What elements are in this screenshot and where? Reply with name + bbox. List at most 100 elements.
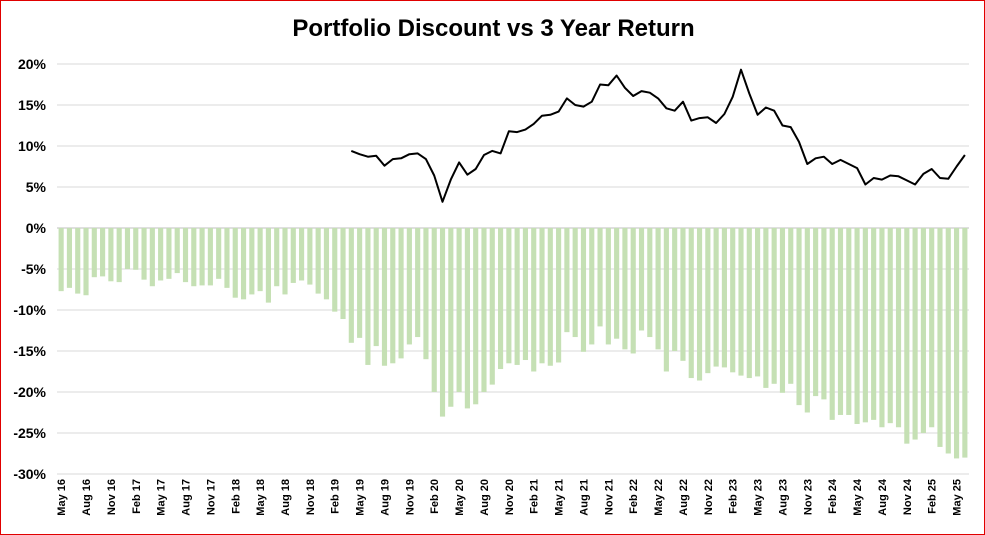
discount-bar — [920, 228, 926, 433]
discount-bar — [929, 228, 935, 428]
x-tick-label: May 19 — [355, 479, 367, 516]
discount-bar — [158, 228, 164, 281]
discount-bar — [141, 228, 147, 280]
discount-bar — [506, 228, 512, 364]
discount-bar — [481, 228, 487, 392]
discount-bar — [373, 228, 379, 347]
x-tick-label: Nov 16 — [106, 479, 118, 515]
discount-bar — [116, 228, 122, 283]
discount-bar — [431, 228, 437, 392]
discount-bar — [605, 228, 611, 345]
discount-bar — [895, 228, 902, 428]
discount-bar — [514, 228, 520, 365]
discount-bar — [871, 228, 877, 420]
discount-bar — [887, 228, 893, 424]
discount-bar — [66, 228, 73, 288]
discount-bar — [854, 228, 860, 424]
discount-bar — [323, 228, 330, 300]
discount-bar — [879, 228, 885, 428]
discount-bar — [837, 228, 844, 415]
discount-bar — [265, 228, 271, 303]
x-tick-label: Nov 23 — [802, 479, 814, 515]
discount-bar — [390, 228, 396, 364]
x-tick-label: Feb 19 — [330, 479, 342, 514]
discount-bar — [522, 228, 529, 361]
x-tick-label: Feb 20 — [429, 479, 441, 514]
x-tick-label: Nov 24 — [902, 478, 914, 515]
y-tick-label: -5% — [21, 261, 46, 277]
discount-bar — [348, 228, 354, 343]
x-tick-label: Aug 16 — [81, 479, 93, 516]
discount-bar — [912, 228, 918, 440]
x-tick-label: May 20 — [454, 479, 466, 516]
discount-bar — [556, 228, 562, 363]
discount-bar — [133, 228, 139, 270]
x-tick-label: Aug 21 — [578, 479, 590, 516]
x-tick-label: Aug 24 — [877, 478, 889, 516]
discount-bar — [672, 228, 678, 351]
x-tick-label: May 23 — [753, 479, 765, 516]
discount-bar — [406, 228, 412, 345]
discount-bar — [473, 228, 479, 405]
discount-bar — [290, 228, 296, 283]
discount-bar — [174, 228, 180, 274]
y-tick-label: -20% — [13, 384, 46, 400]
discount-bar — [779, 228, 786, 393]
discount-bar — [207, 228, 213, 286]
x-tick-label: Feb 23 — [728, 479, 740, 514]
discount-bar — [771, 228, 777, 384]
discount-bar — [439, 228, 446, 417]
discount-bar — [224, 228, 230, 288]
y-tick-label: 10% — [18, 138, 47, 154]
x-tick-label: May 24 — [852, 478, 864, 516]
discount-bar — [730, 228, 736, 373]
discount-bar — [257, 228, 263, 292]
discount-bar — [763, 228, 769, 388]
discount-bar — [315, 228, 321, 294]
discount-bar — [124, 228, 131, 269]
discount-bar — [398, 228, 404, 359]
discount-bar — [91, 228, 97, 278]
discount-bar — [580, 228, 587, 352]
x-tick-label: Feb 21 — [529, 479, 541, 514]
discount-bar — [58, 228, 64, 292]
discount-bar — [721, 228, 727, 368]
y-tick-label: 5% — [26, 179, 47, 195]
discount-bar — [746, 228, 752, 379]
discount-bar — [705, 228, 711, 374]
discount-bar — [796, 228, 802, 406]
discount-bar — [862, 228, 868, 423]
discount-bar — [365, 228, 371, 365]
y-tick-label: 15% — [18, 97, 47, 113]
discount-bar — [630, 228, 636, 354]
discount-bar — [282, 228, 288, 295]
x-tick-label: Nov 20 — [504, 479, 516, 515]
x-tick-label: Aug 18 — [280, 479, 292, 516]
discount-bar — [713, 228, 719, 367]
discount-bar — [232, 228, 238, 298]
x-tick-label: Feb 22 — [628, 479, 640, 514]
discount-bar — [813, 228, 819, 397]
discount-bar — [340, 228, 346, 320]
discount-bar — [240, 228, 247, 300]
discount-bar — [547, 228, 553, 366]
discount-bar — [572, 228, 578, 338]
y-tick-label: 0% — [26, 220, 47, 236]
discount-bar — [149, 228, 155, 287]
discount-bar — [688, 228, 694, 379]
discount-bar — [953, 228, 960, 459]
y-tick-label: -15% — [13, 343, 46, 359]
discount-bar — [696, 228, 703, 381]
discount-bar — [464, 228, 470, 409]
discount-bar — [83, 228, 89, 296]
discount-bar — [614, 228, 620, 339]
discount-bar — [622, 228, 628, 350]
discount-bar — [166, 228, 172, 279]
x-tick-label: Aug 19 — [379, 479, 391, 516]
discount-bar — [539, 228, 545, 364]
discount-bar — [100, 228, 106, 277]
chart-title: Portfolio Discount vs 3 Year Return — [292, 15, 695, 42]
x-tick-label: Nov 22 — [703, 479, 715, 515]
discount-bar — [804, 228, 810, 413]
